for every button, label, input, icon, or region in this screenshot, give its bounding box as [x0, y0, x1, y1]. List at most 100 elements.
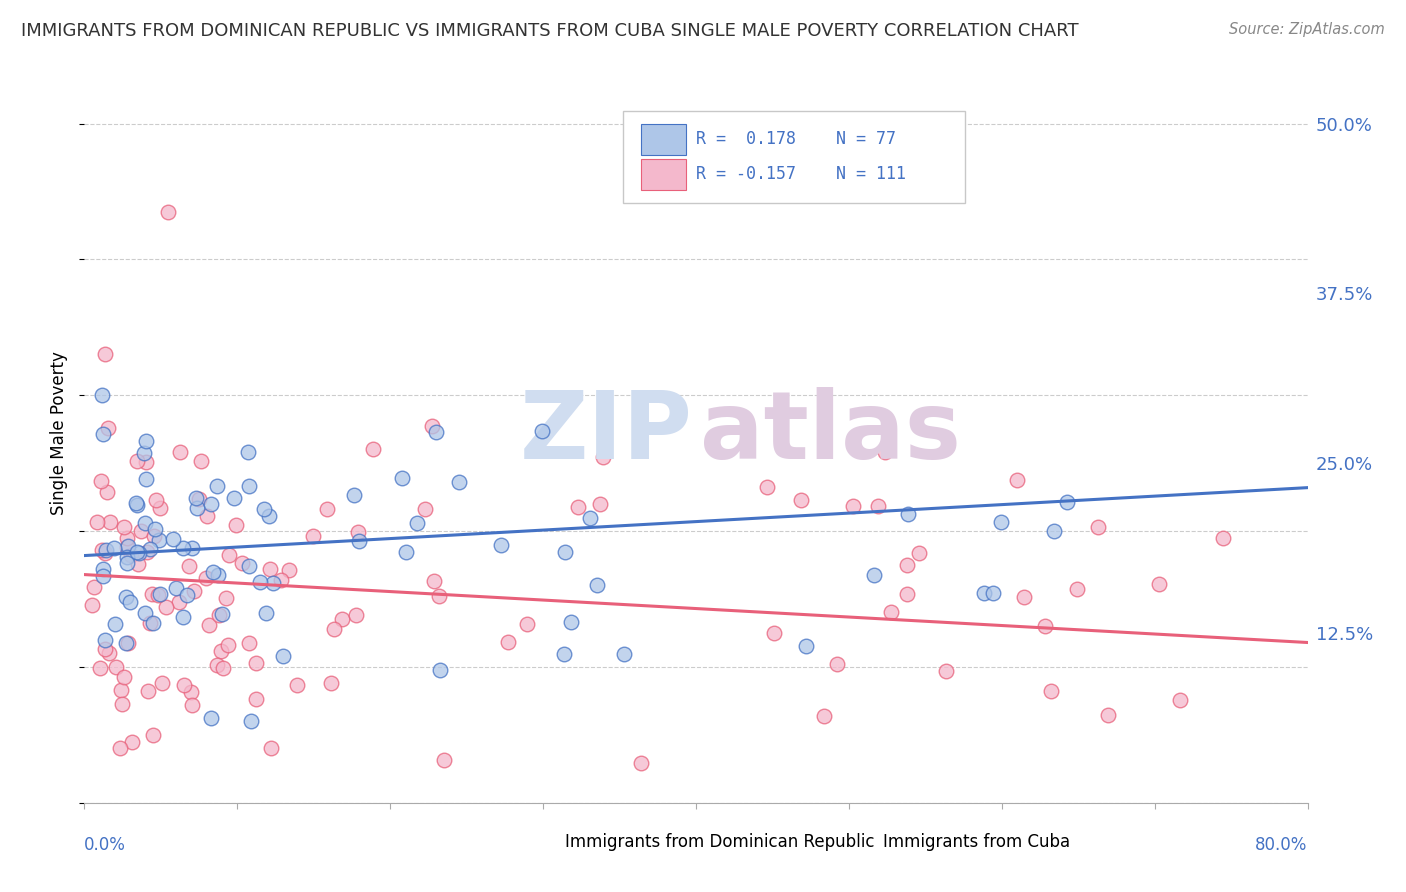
- Point: [139, 615, 162, 630]
- Point: [148, 501, 170, 516]
- Point: [238, 635, 260, 649]
- Point: [120, 548, 142, 562]
- Point: [211, 661, 233, 675]
- Point: [150, 675, 173, 690]
- Point: [794, 639, 817, 653]
- Point: [420, 418, 443, 433]
- Point: [112, 519, 135, 533]
- Text: 80.0%: 80.0%: [1256, 836, 1308, 855]
- Point: [97, 421, 120, 435]
- Point: [429, 590, 451, 604]
- Point: [238, 559, 260, 574]
- Point: [83, 580, 105, 594]
- Point: [125, 495, 148, 509]
- Point: [134, 606, 156, 620]
- Point: [90, 474, 112, 488]
- Point: [347, 534, 370, 549]
- Point: [841, 499, 863, 513]
- Point: [422, 574, 444, 589]
- Point: [873, 444, 896, 458]
- Point: [449, 475, 471, 490]
- Point: [118, 595, 141, 609]
- Point: [96, 485, 118, 500]
- Point: [169, 595, 191, 609]
- Point: [567, 500, 589, 514]
- Point: [862, 567, 884, 582]
- Point: [125, 498, 148, 512]
- Point: [145, 492, 167, 507]
- Point: [172, 610, 194, 624]
- Point: [238, 445, 260, 459]
- Point: [983, 586, 1005, 600]
- Point: [115, 556, 138, 570]
- Point: [115, 590, 138, 604]
- Point: [260, 740, 283, 755]
- Point: [259, 509, 281, 524]
- Point: [173, 678, 195, 692]
- Point: [93, 347, 115, 361]
- Point: [391, 470, 413, 484]
- Point: [489, 538, 512, 552]
- Point: [142, 729, 165, 743]
- Point: [586, 578, 609, 592]
- Point: [1212, 531, 1234, 545]
- Point: [1040, 684, 1063, 698]
- Point: [344, 607, 367, 622]
- Point: [249, 574, 271, 589]
- Point: [110, 682, 132, 697]
- Text: atlas: atlas: [700, 386, 960, 479]
- Point: [530, 425, 553, 439]
- Point: [302, 529, 325, 543]
- Point: [1147, 577, 1170, 591]
- Point: [214, 591, 236, 605]
- Point: [91, 562, 114, 576]
- Point: [172, 541, 194, 555]
- Point: [554, 545, 576, 559]
- Point: [222, 491, 245, 505]
- Point: [896, 587, 918, 601]
- Point: [253, 502, 276, 516]
- Point: [200, 497, 222, 511]
- Point: [270, 573, 292, 587]
- Point: [104, 660, 127, 674]
- Point: [496, 635, 519, 649]
- Point: [240, 714, 263, 729]
- Point: [138, 542, 160, 557]
- Point: [346, 524, 368, 539]
- Point: [176, 587, 198, 601]
- Point: [897, 508, 920, 522]
- Point: [135, 472, 157, 486]
- Point: [136, 684, 159, 698]
- Point: [80, 598, 103, 612]
- Point: [91, 542, 114, 557]
- Point: [117, 539, 139, 553]
- Point: [128, 546, 150, 560]
- Point: [91, 388, 114, 402]
- Point: [180, 698, 202, 713]
- Point: [91, 569, 114, 583]
- Point: [553, 647, 575, 661]
- Point: [148, 533, 170, 548]
- Point: [98, 515, 121, 529]
- Point: [285, 678, 308, 692]
- Point: [134, 445, 156, 459]
- Point: [429, 663, 451, 677]
- Point: [323, 622, 346, 636]
- Text: Source: ZipAtlas.com: Source: ZipAtlas.com: [1229, 22, 1385, 37]
- Point: [135, 455, 157, 469]
- Point: [332, 611, 354, 625]
- Point: [115, 540, 138, 554]
- Point: [990, 516, 1012, 530]
- Point: [180, 541, 202, 556]
- Point: [200, 711, 222, 725]
- Point: [588, 497, 610, 511]
- Point: [225, 517, 247, 532]
- FancyBboxPatch shape: [623, 111, 965, 203]
- Point: [149, 586, 172, 600]
- Point: [94, 642, 117, 657]
- Point: [1012, 590, 1035, 604]
- Point: [143, 521, 166, 535]
- Point: [238, 479, 260, 493]
- Point: [157, 205, 180, 219]
- Point: [93, 546, 115, 560]
